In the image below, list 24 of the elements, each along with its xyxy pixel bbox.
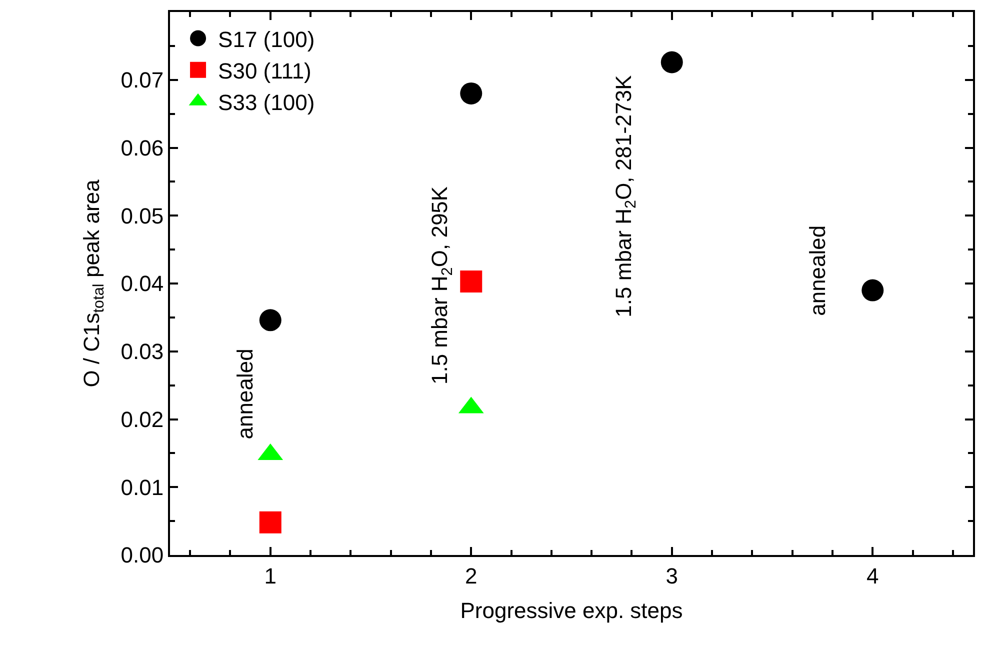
point [259, 309, 282, 332]
y-tick-label: 0.03 [120, 339, 164, 364]
x-tick-label: 1 [264, 563, 277, 588]
annotation: annealed [232, 348, 258, 440]
annotation: annealed [805, 225, 830, 316]
legend-label: S33 (100) [218, 90, 315, 116]
x-tick-label: 3 [666, 563, 678, 588]
y-tick-label: 0.05 [120, 203, 164, 228]
point [259, 511, 282, 534]
y-tick-label: 0.04 [120, 271, 164, 296]
y-tick-label: 0.00 [120, 542, 164, 568]
y-tick-label: 0.01 [120, 474, 164, 500]
y-tick-label: 0.07 [120, 68, 164, 93]
legend-label: S30 (111) [218, 58, 312, 84]
point [460, 82, 482, 104]
point [660, 51, 683, 74]
point [862, 279, 884, 302]
legend-label: S17 (100) [218, 26, 315, 52]
y-tick-label: 0.06 [120, 135, 164, 160]
x-tick-label: 4 [866, 563, 879, 588]
point [460, 270, 482, 292]
x-axis-title: Progressive exp. steps [460, 598, 683, 623]
y-tick-label: 0.02 [120, 406, 164, 432]
x-tick-label: 2 [465, 563, 478, 588]
